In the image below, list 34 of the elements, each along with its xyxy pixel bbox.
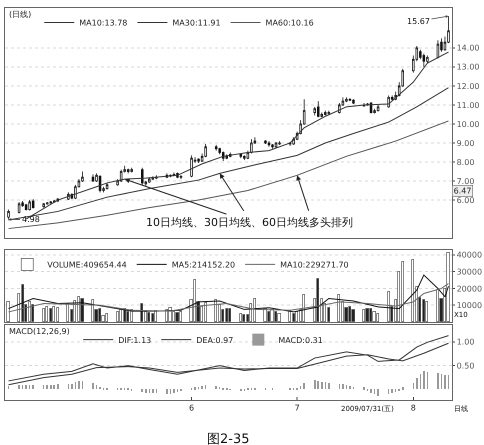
caption: 图2-35	[207, 432, 250, 445]
y-tick-label: 30000	[456, 267, 482, 276]
legend-label: MA60:10.16	[266, 18, 314, 28]
y-tick-label: 13.00	[456, 62, 480, 72]
x-tick-label: 7	[294, 404, 300, 413]
chart-title: (日线)	[9, 10, 32, 19]
y-tick-label: 11.00	[456, 100, 480, 110]
annotation: 6.47	[454, 186, 472, 196]
y-tick-label: 9.00	[456, 138, 474, 148]
y-tick-label: 10000	[456, 301, 482, 310]
legend-label: MACD:0.31	[278, 336, 323, 345]
y-tick-label: 8.00	[456, 158, 474, 167]
y-tick-label: 20000	[456, 284, 482, 294]
y-tick-label: 40000	[456, 250, 482, 260]
x-tick-label: 6	[188, 404, 194, 413]
y-tick-label: 1.00	[456, 338, 474, 347]
legend-label: VOLUME:409654.44	[47, 260, 127, 270]
legend-label: MA5:214152.20	[172, 260, 236, 270]
y-tick-label: 10.00	[456, 120, 480, 129]
y-tick-label: 12.00	[456, 82, 480, 91]
annotation: 15.67	[407, 17, 430, 26]
y-tick-label: 0.50	[456, 361, 474, 370]
legend-label: DIF:1.13	[118, 336, 152, 345]
y-tick-label: 7.00	[456, 176, 474, 186]
x-tick-label: 8	[410, 404, 416, 413]
legend-label: MA10:13.78	[79, 18, 128, 28]
y-tick-label: 6.00	[456, 196, 474, 205]
y-tick-label: 14.00	[456, 44, 480, 53]
legend-label: DEA:0.97	[196, 336, 234, 345]
legend-label: MA30:11.91	[172, 18, 221, 28]
legend-label: MA10:229271.70	[280, 260, 349, 270]
annotation: 10日均线、30日均线、60日均线多头排列	[146, 216, 353, 229]
chart-title: MACD(12,26,9)	[9, 327, 70, 336]
annotation: 4.98	[22, 215, 40, 224]
